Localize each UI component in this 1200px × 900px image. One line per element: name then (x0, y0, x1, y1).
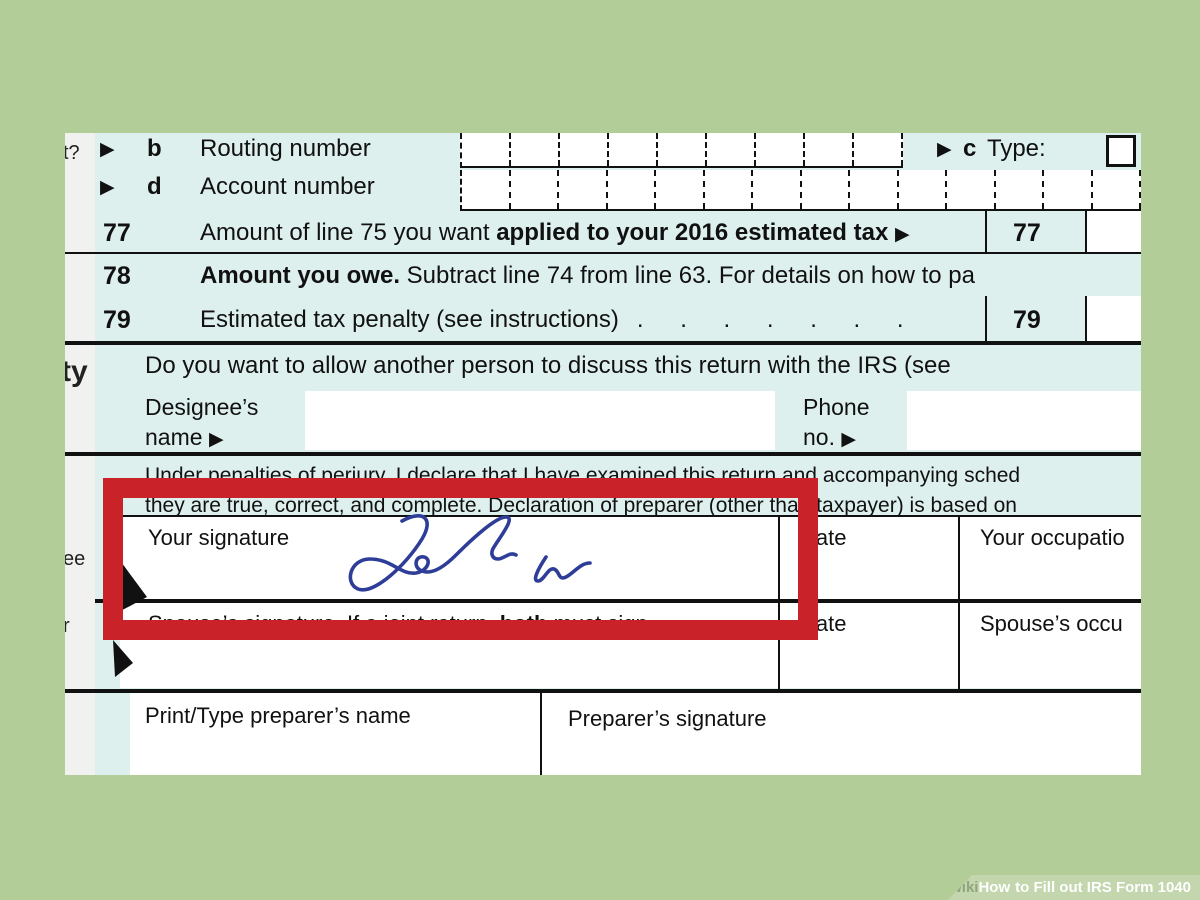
routing-number-field[interactable] (460, 133, 903, 168)
arrow-icon: ▶ (895, 224, 910, 245)
preparer-name-label: Print/Type preparer’s name (145, 703, 411, 728)
line-77-text: Amount of line 75 you want applied to yo… (200, 219, 910, 246)
line-b-letter: b (147, 135, 162, 162)
entry-cell[interactable] (996, 170, 1044, 209)
entry-cell[interactable] (899, 170, 947, 209)
your-signature-field[interactable] (120, 515, 1141, 600)
entry-cell[interactable] (756, 133, 805, 166)
line-d-letter: d (147, 173, 162, 200)
entry-cell[interactable] (707, 133, 756, 166)
wikihow-logo-how: How (978, 879, 1011, 896)
entry-cell[interactable] (854, 133, 903, 166)
line-79-box-label: 79 (1013, 306, 1041, 334)
watermark-title: to Fill out IRS Form 1040 (1015, 879, 1191, 896)
form-1040-crop: t? ty ee r ▶ b Routing number ▶ c Type: … (65, 133, 1141, 775)
phone-label-line2: no. ▶ (803, 424, 856, 450)
designee-name-label-line2: name ▶ (145, 424, 224, 450)
line-78-number: 78 (103, 262, 131, 290)
designee-name-label-line1: Designee’s (145, 394, 259, 420)
entry-cell[interactable] (462, 133, 511, 166)
arrow-icon: ▶ (100, 139, 115, 160)
phone-number-field[interactable] (907, 391, 1141, 450)
entry-cell[interactable] (559, 170, 608, 209)
designee-name-field[interactable] (305, 391, 775, 450)
line-77-number: 77 (103, 219, 131, 247)
entry-cell[interactable] (560, 133, 609, 166)
line-79-text: Estimated tax penalty (see instructions)… (200, 306, 904, 333)
line-79-amount-cell[interactable] (1087, 296, 1141, 341)
entry-cell[interactable] (753, 170, 802, 209)
entry-cell[interactable] (947, 170, 996, 209)
margin-fragment-see: ee (65, 548, 86, 570)
account-number-field[interactable] (460, 170, 1141, 211)
entry-cell[interactable] (462, 170, 511, 209)
entry-cell[interactable] (1093, 170, 1141, 209)
entry-cell[interactable] (511, 133, 560, 166)
handwritten-signature (348, 514, 592, 592)
arrow-icon: ▶ (937, 139, 952, 160)
margin-fragment-r: r (65, 615, 70, 637)
your-signature-label: Your signature (148, 525, 290, 550)
dot-leader: . . . . . . . (636, 306, 904, 333)
line-78-text: Amount you owe. Subtract line 74 from li… (200, 262, 975, 289)
third-party-question: Do you want to allow another person to d… (145, 352, 951, 379)
entry-cell[interactable] (805, 133, 854, 166)
preparer-signature-field[interactable] (568, 733, 1141, 775)
routing-number-label: Routing number (200, 135, 371, 162)
entry-cell[interactable] (802, 170, 850, 209)
line-79-number: 79 (103, 306, 131, 334)
margin-fragment-party: ty (65, 355, 88, 388)
entry-cell[interactable] (850, 170, 899, 209)
account-number-label: Account number (200, 173, 375, 200)
line-77-box-label: 77 (1013, 219, 1041, 247)
type-label: Type: (987, 135, 1046, 162)
account-type-checkbox[interactable] (1106, 135, 1136, 167)
wikihow-watermark: wiki How to Fill out IRS Form 1040 (948, 875, 1200, 900)
entry-cell[interactable] (656, 170, 705, 209)
arrow-icon: ▶ (100, 177, 115, 198)
spouse-occupation-label: Spouse’s occu (980, 611, 1123, 636)
margin-fragment-top: t? (65, 142, 80, 164)
line-77-amount-cell[interactable] (1087, 211, 1141, 252)
preparer-signature-label: Preparer’s signature (568, 706, 767, 731)
wikihow-logo-wiki: wiki (950, 879, 979, 896)
your-occupation-label: Your occupatio (980, 525, 1125, 550)
arrow-icon: ▶ (208, 429, 224, 450)
entry-cell[interactable] (1044, 170, 1093, 209)
entry-cell[interactable] (511, 170, 559, 209)
line-c-letter: c (963, 135, 977, 162)
highlight-rectangle (103, 478, 818, 640)
entry-cell[interactable] (658, 133, 707, 166)
spouse-signature-field[interactable] (120, 603, 1141, 688)
arrow-icon: ▶ (841, 429, 856, 450)
entry-cell[interactable] (609, 133, 658, 166)
phone-label-line1: Phone (803, 394, 870, 420)
entry-cell[interactable] (705, 170, 753, 209)
entry-cell[interactable] (608, 170, 656, 209)
